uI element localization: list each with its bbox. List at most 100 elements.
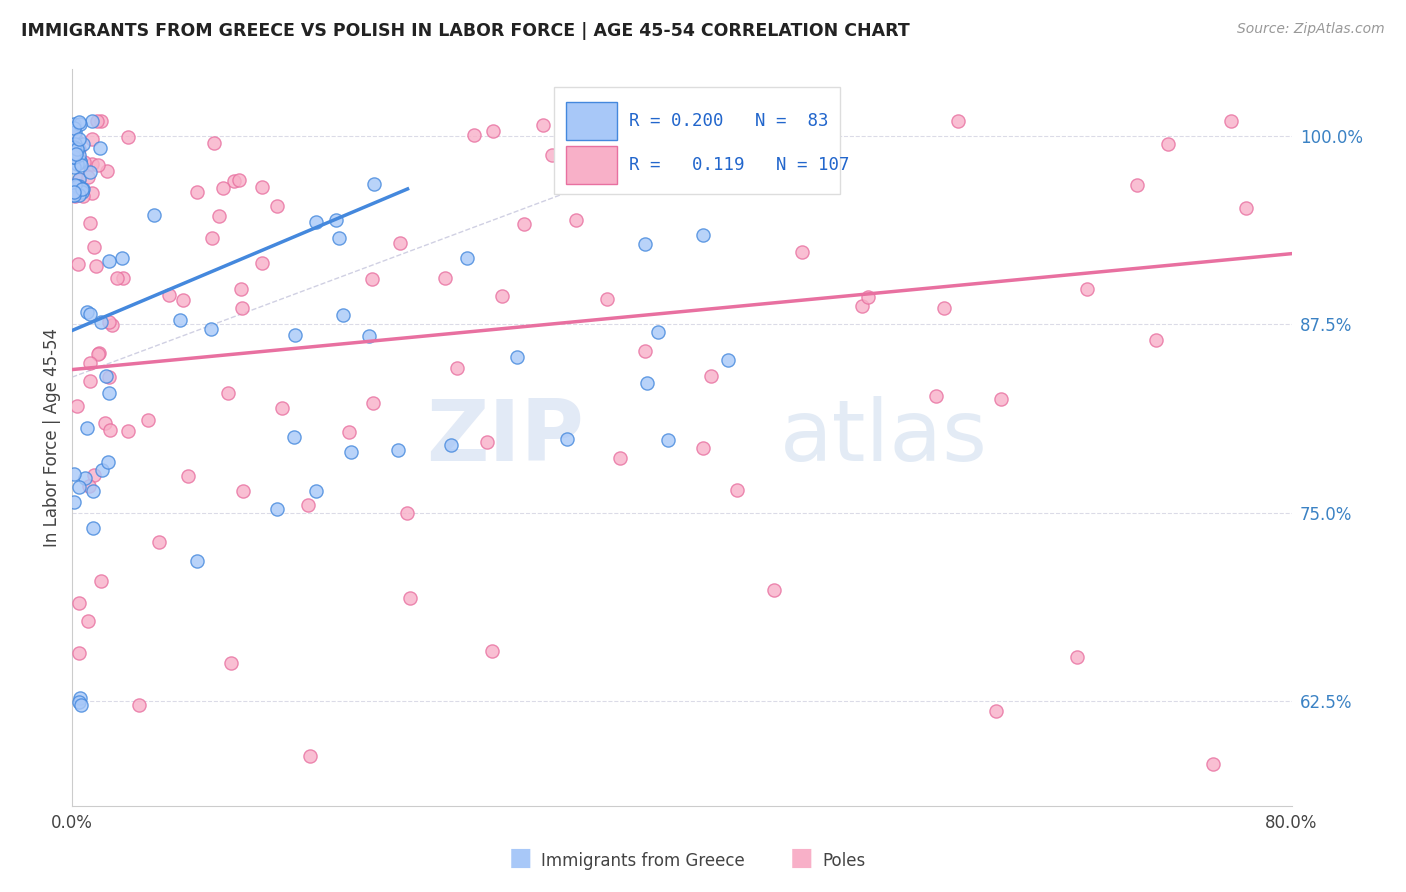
Point — [89, 346, 111, 360]
Point — [63, 189, 86, 203]
Point — [692, 227, 714, 242]
Point — [63, 188, 86, 202]
Point — [66, 399, 89, 413]
Point — [439, 438, 461, 452]
Point — [1066, 650, 1088, 665]
Point — [217, 385, 239, 400]
Point — [250, 255, 273, 269]
Point — [540, 148, 562, 162]
Point — [433, 271, 456, 285]
Point — [67, 132, 90, 146]
Point — [613, 137, 636, 152]
Point — [69, 691, 91, 706]
Point — [340, 444, 363, 458]
Point — [67, 173, 90, 187]
Point — [851, 299, 873, 313]
Point — [856, 290, 879, 304]
Point — [111, 271, 134, 285]
Point — [62, 144, 84, 158]
Point — [142, 208, 165, 222]
Point — [100, 423, 122, 437]
Point — [1144, 333, 1167, 347]
Point — [63, 150, 86, 164]
Point — [117, 424, 139, 438]
Point — [148, 534, 170, 549]
Point — [399, 591, 422, 606]
Text: Poles: Poles — [823, 852, 866, 870]
Point — [79, 165, 101, 179]
Point — [636, 376, 658, 391]
Point — [72, 188, 94, 202]
Text: IMMIGRANTS FROM GREECE VS POLISH IN LABOR FORCE | AGE 45-54 CORRELATION CHART: IMMIGRANTS FROM GREECE VS POLISH IN LABO… — [21, 22, 910, 40]
Point — [98, 385, 121, 400]
Text: ■: ■ — [790, 846, 813, 870]
Point — [609, 451, 631, 466]
Point — [111, 251, 134, 265]
Point — [219, 656, 242, 670]
Point — [208, 209, 231, 223]
Point — [733, 114, 755, 128]
Point — [177, 469, 200, 483]
Point — [117, 129, 139, 144]
Point — [643, 114, 665, 128]
Point — [363, 178, 385, 192]
Point — [270, 401, 292, 415]
Point — [201, 231, 224, 245]
Point — [62, 121, 84, 136]
Point — [250, 180, 273, 194]
Point — [76, 304, 98, 318]
Point — [128, 698, 150, 712]
Point — [79, 356, 101, 370]
Point — [1202, 757, 1225, 772]
FancyBboxPatch shape — [567, 146, 617, 185]
Point — [67, 142, 90, 156]
Point — [63, 130, 86, 145]
Point — [69, 117, 91, 131]
Point — [716, 353, 738, 368]
Point — [387, 442, 409, 457]
Point — [157, 288, 180, 302]
Point — [1076, 282, 1098, 296]
Point — [299, 749, 322, 764]
FancyBboxPatch shape — [567, 102, 617, 140]
Point — [93, 417, 115, 431]
Point — [202, 136, 225, 150]
Point — [924, 389, 946, 403]
Point — [475, 435, 498, 450]
Point — [77, 479, 100, 493]
Point — [169, 313, 191, 327]
Point — [62, 467, 84, 481]
Point — [284, 327, 307, 342]
Point — [533, 118, 555, 132]
Point — [84, 259, 107, 273]
Text: Source: ZipAtlas.com: Source: ZipAtlas.com — [1237, 22, 1385, 37]
Point — [212, 181, 235, 195]
Point — [1219, 114, 1241, 128]
Text: R = 0.200   N =  83: R = 0.200 N = 83 — [630, 112, 830, 130]
Point — [172, 293, 194, 307]
Point — [82, 483, 104, 498]
Point — [98, 370, 121, 384]
Point — [186, 185, 208, 199]
Point — [105, 271, 128, 285]
Point — [77, 615, 100, 629]
Point — [65, 146, 87, 161]
Point — [83, 240, 105, 254]
Point — [89, 141, 111, 155]
Point — [337, 425, 360, 440]
Point — [69, 153, 91, 168]
Point — [69, 155, 91, 169]
Point — [725, 483, 748, 497]
Point — [266, 199, 288, 213]
Point — [565, 213, 588, 227]
Point — [232, 483, 254, 498]
Point — [83, 468, 105, 483]
Point — [598, 168, 620, 182]
Point — [1234, 201, 1257, 215]
Point — [396, 506, 419, 520]
Point — [80, 132, 103, 146]
Point — [984, 704, 1007, 718]
Point — [62, 185, 84, 199]
Point — [70, 182, 93, 196]
Point — [87, 157, 110, 171]
